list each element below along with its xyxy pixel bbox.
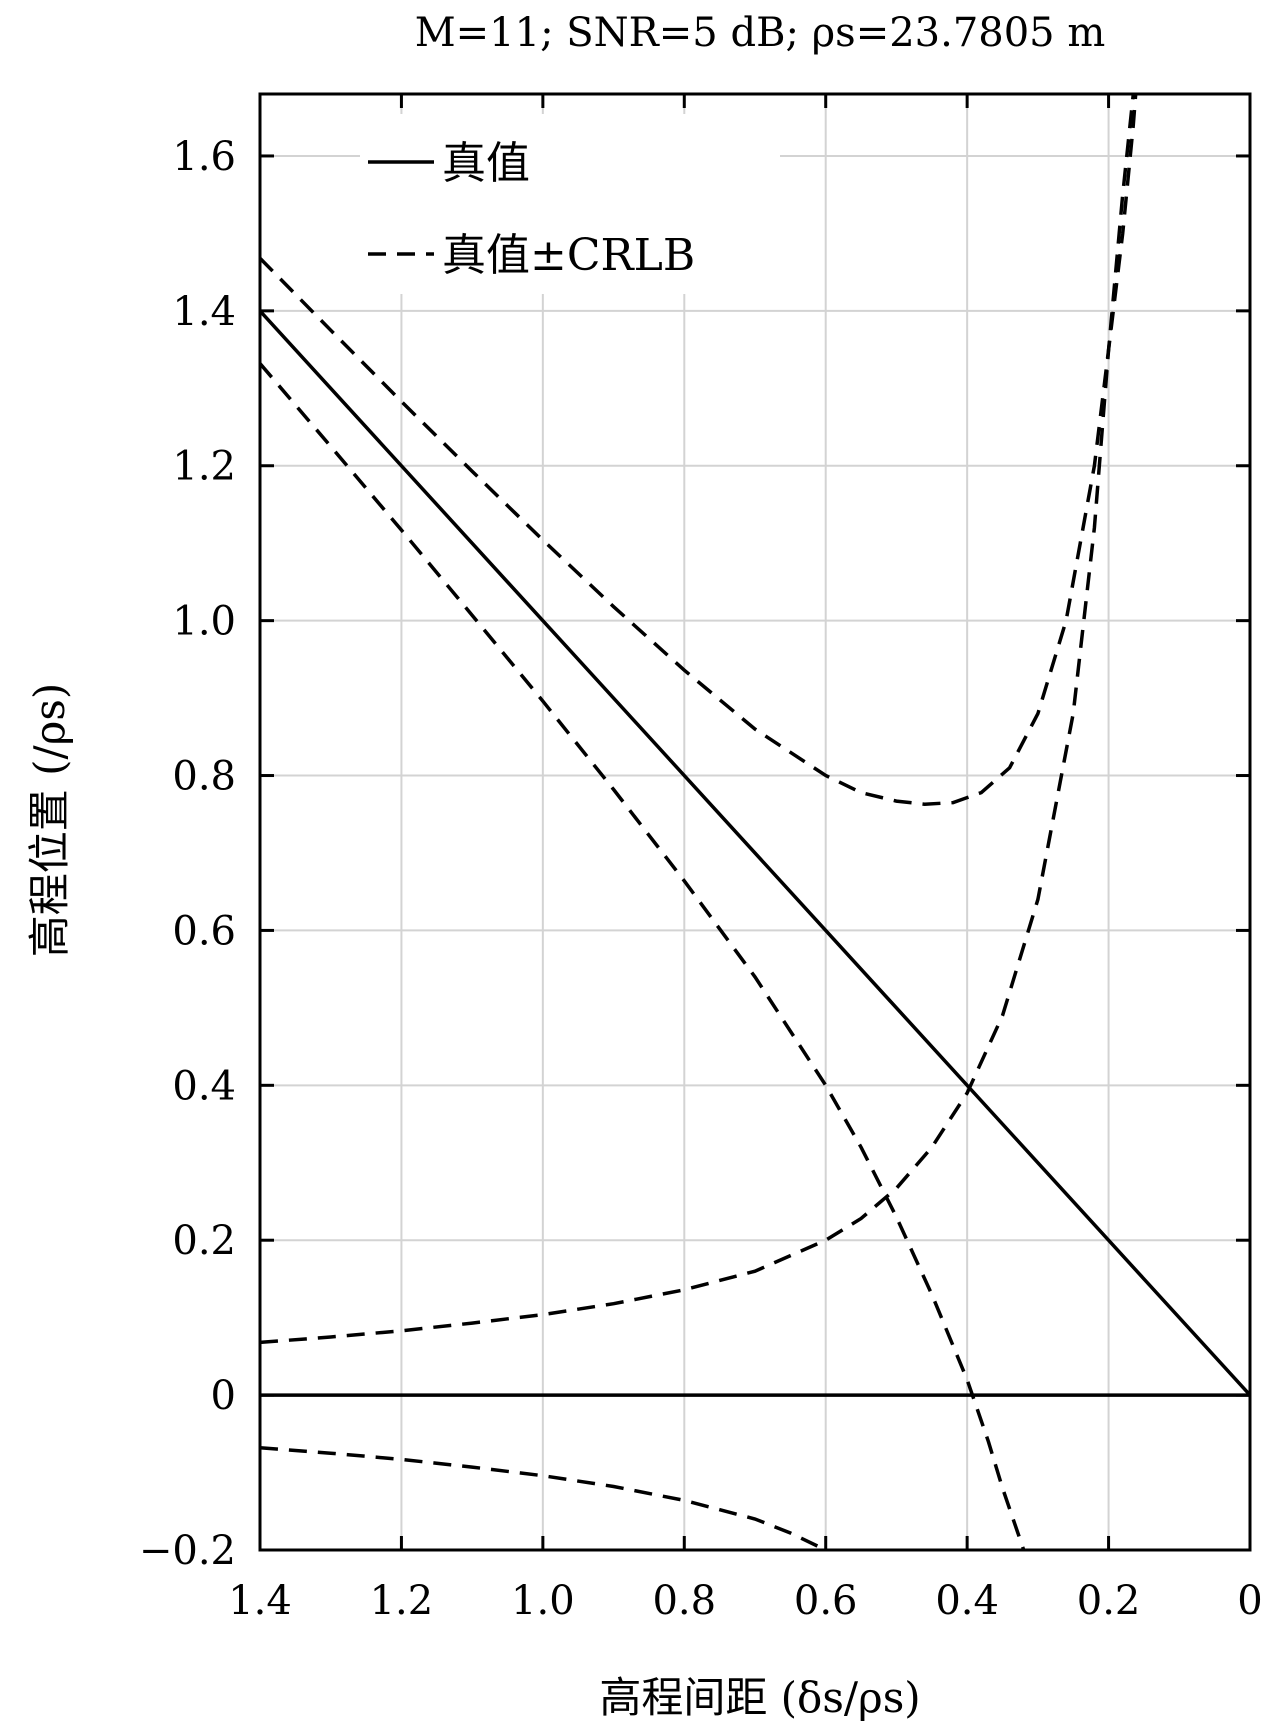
y-axis-title: 高程位置 (/ρs) — [25, 683, 74, 958]
tick-layer: 1.4 1.2 1.0 0.8 0.6 0.4 0.2 0 −0.2 0 0.2 0.4 0.6 0.8 1… — [139, 94, 1263, 1624]
legend-label: 真值±CRLB — [442, 230, 695, 281]
y-tick-label: 0 — [211, 1373, 236, 1419]
x-tick-label: 1.2 — [370, 1578, 434, 1624]
y-tick-label: 0.6 — [172, 908, 236, 954]
x-tick-label: 0.2 — [1077, 1578, 1141, 1624]
x-tick-label: 1.4 — [228, 1578, 292, 1624]
x-tick-label: 0.4 — [935, 1578, 999, 1624]
legend-background — [360, 114, 780, 294]
y-tick-label: 0.2 — [172, 1218, 236, 1264]
crlb-curve — [260, 362, 1026, 1550]
y-tick-label: 0.8 — [172, 754, 236, 800]
y-tick-label: −0.2 — [139, 1528, 236, 1574]
x-tick-label: 0.6 — [794, 1578, 858, 1624]
x-axis-title: 高程间距 (δs/ρs) — [599, 1673, 920, 1722]
chart-title: M=11; SNR=5 dB; ρs=23.7805 m — [415, 10, 1106, 56]
x-tick-label: 0 — [1237, 1578, 1262, 1624]
crlb-curve — [260, 94, 1138, 806]
y-tick-label: 1.0 — [172, 599, 236, 645]
plot-frame — [258, 92, 1252, 1552]
series-layer — [260, 94, 1250, 1550]
grid-layer — [259, 94, 1251, 1550]
y-tick-label: 0.4 — [172, 1063, 236, 1109]
crlb-curve — [260, 1446, 827, 1550]
x-tick-label: 1.0 — [511, 1578, 575, 1624]
legend-label: 真值 — [442, 138, 530, 189]
y-tick-label: 1.6 — [172, 134, 236, 180]
crlb-curve — [260, 94, 1136, 1345]
true-value-line — [260, 309, 1250, 1397]
y-tick-label: 1.2 — [172, 444, 236, 490]
x-tick-label: 0.8 — [652, 1578, 716, 1624]
y-tick-label: 1.4 — [172, 289, 236, 335]
